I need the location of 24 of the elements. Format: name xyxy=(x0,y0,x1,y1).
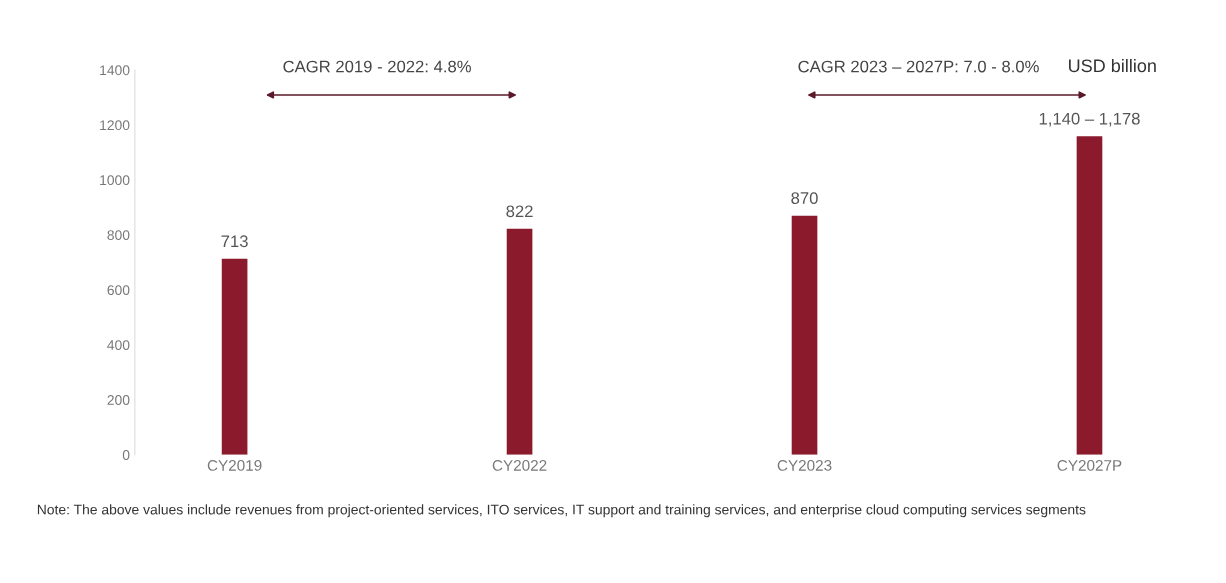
y-tick-label: 600 xyxy=(107,285,130,295)
y-tick-label: 800 xyxy=(107,230,130,241)
data-label: 822 xyxy=(506,205,533,218)
y-tick-label: 1400 xyxy=(100,65,130,76)
y-tick-label: 400 xyxy=(107,340,130,350)
y-tick-label: 1200 xyxy=(100,120,130,131)
bar xyxy=(1076,136,1103,455)
bar xyxy=(506,228,533,455)
x-tick-label: CY2023 xyxy=(777,460,832,471)
x-tick-label: CY2027P xyxy=(1057,460,1122,471)
annotation: CAGR 2019 - 2022: 4.8% xyxy=(283,60,471,73)
annotation: CAGR 2023 – 2027P: 7.0 - 8.0% xyxy=(798,60,1039,73)
annotation: USD billion xyxy=(1069,58,1156,73)
x-tick-label: CY2019 xyxy=(207,460,262,471)
x-tick-label: CY2022 xyxy=(492,460,547,471)
data-label: 713 xyxy=(221,235,248,248)
data-label: 870 xyxy=(791,192,818,204)
y-tick-label: 200 xyxy=(107,395,130,405)
bar xyxy=(221,258,248,455)
text: Note: The above values include revenues from project-oriented services, ITO services, IT support and training services, and enterprise cloud computing services segments xyxy=(37,504,1086,518)
bar xyxy=(791,215,818,455)
y-tick-label: 1000 xyxy=(100,175,130,186)
y-tick-label: 0 xyxy=(122,450,130,460)
annotation: 1,140 – 1,178 xyxy=(1039,112,1140,127)
